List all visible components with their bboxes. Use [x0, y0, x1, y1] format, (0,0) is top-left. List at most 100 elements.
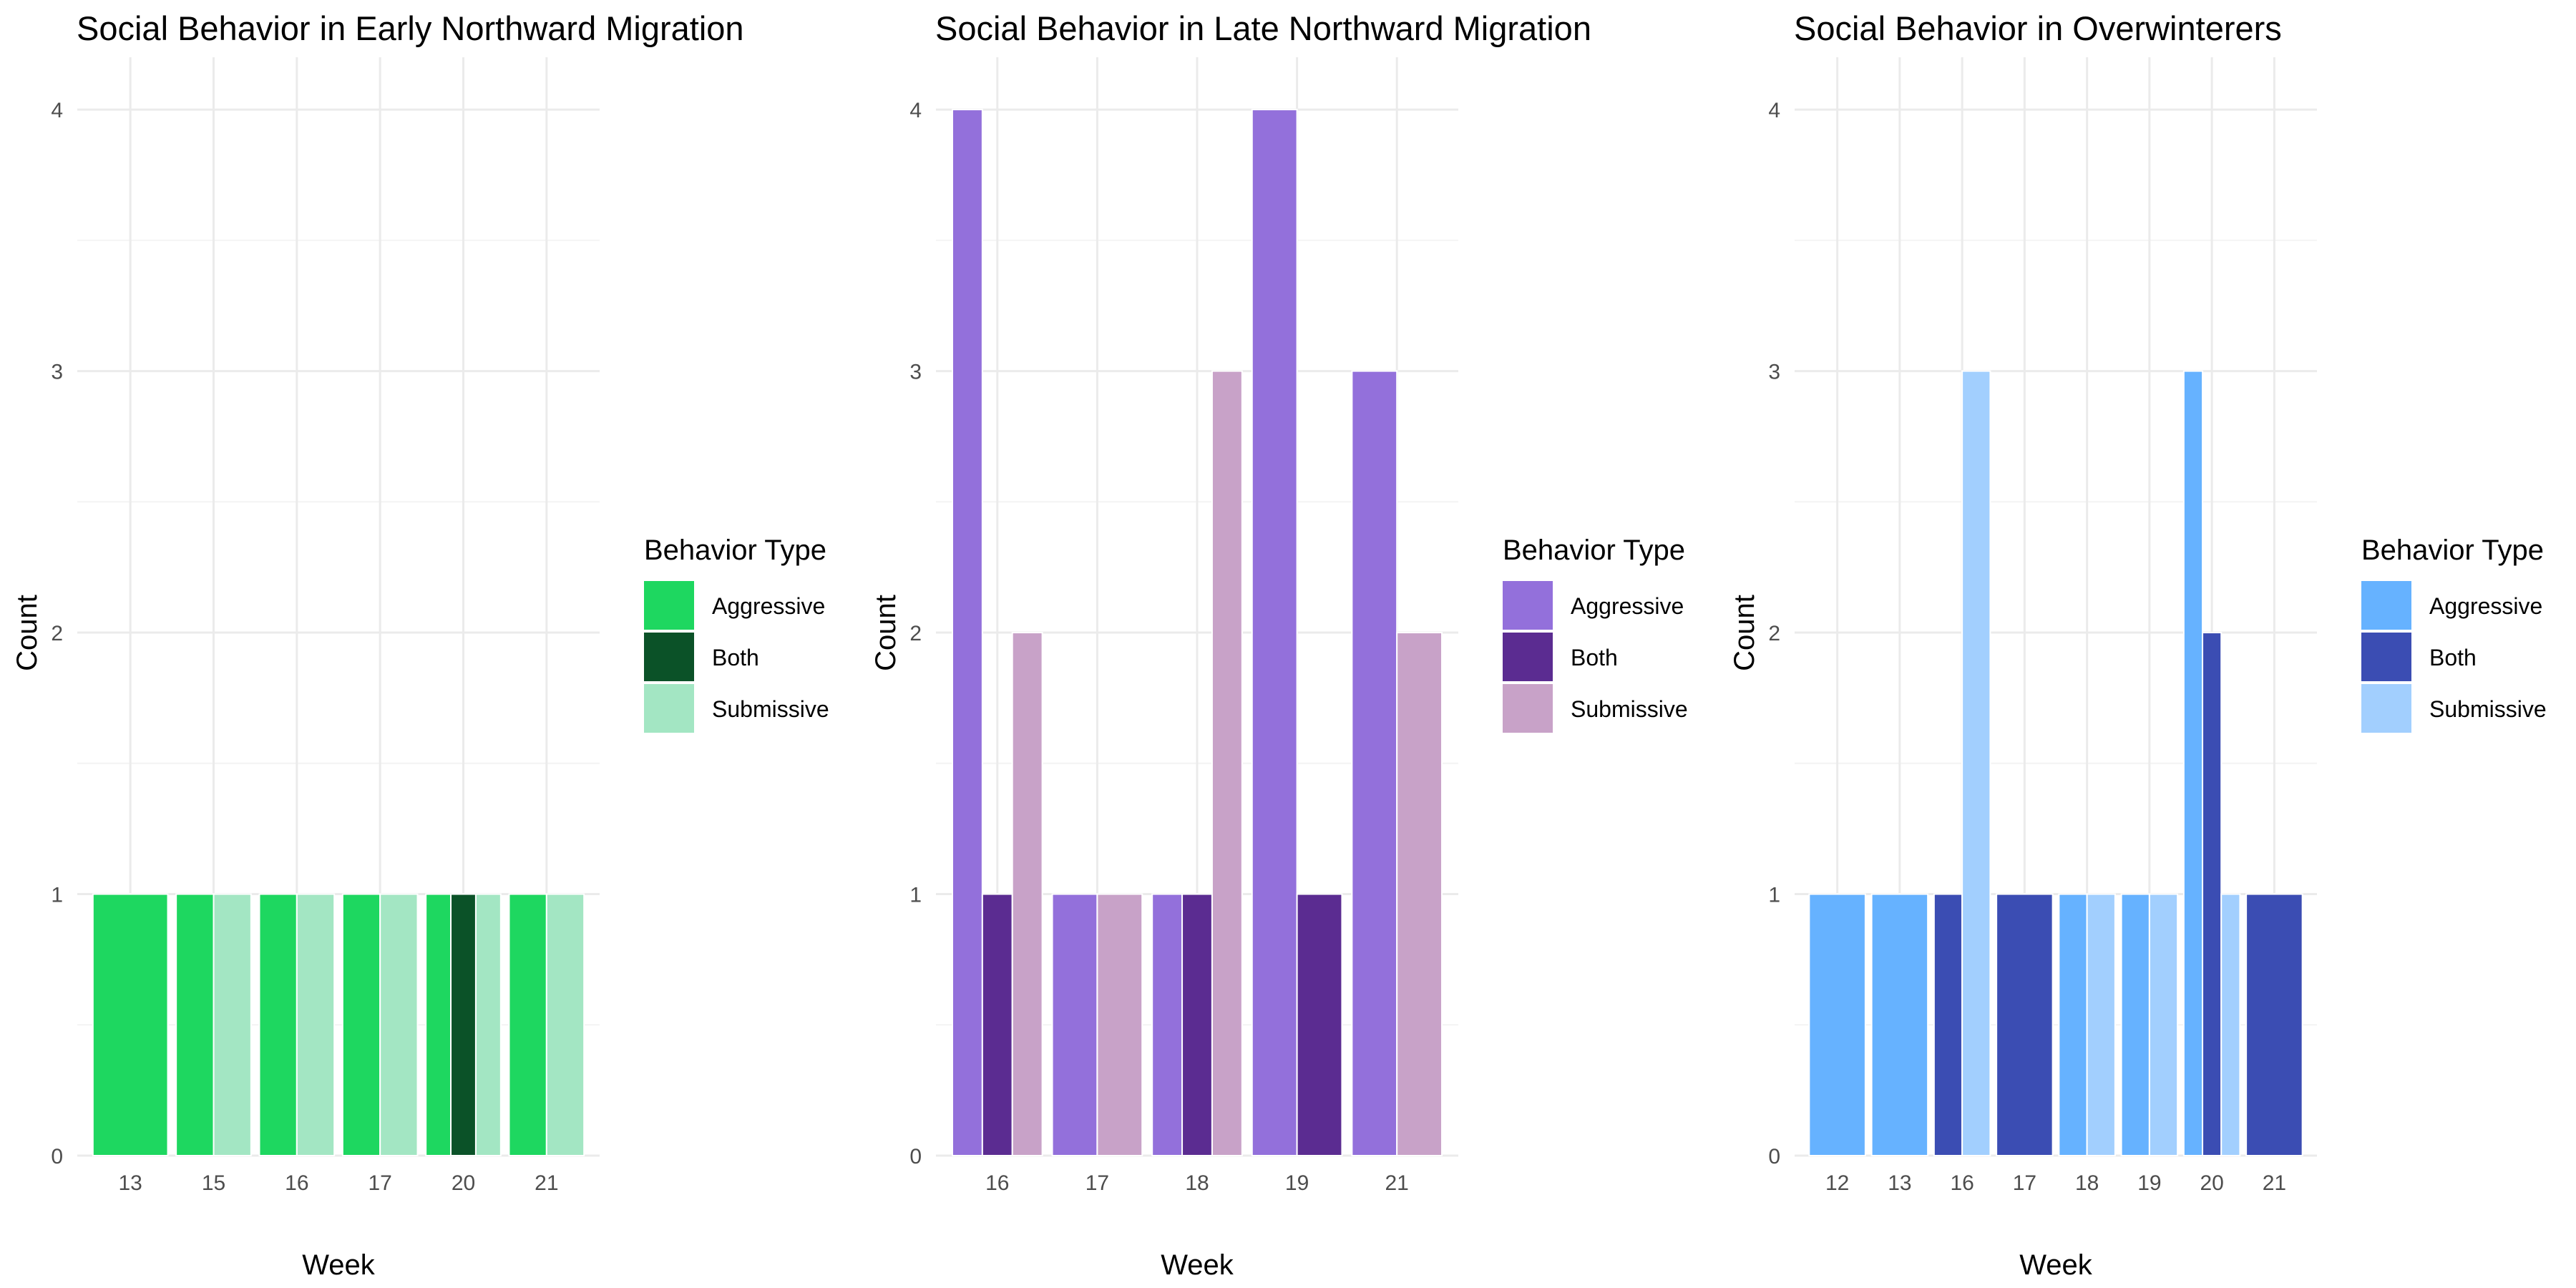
- legend-title: Behavior Type: [644, 535, 826, 566]
- x-tick-label: 15: [202, 1171, 225, 1195]
- y-tick-label: 4: [1768, 99, 1780, 122]
- y-tick-label: 1: [909, 884, 922, 907]
- legend-label-aggressive: Aggressive: [712, 593, 825, 619]
- bar-submissive-week-21: [545, 893, 585, 1156]
- bar-aggressive-week-17: [341, 893, 381, 1156]
- y-tick-label: 4: [909, 99, 922, 122]
- legend-swatch-submissive: [2361, 684, 2411, 733]
- y-tick-label: 0: [1768, 1145, 1780, 1169]
- bar-submissive-week-18: [2086, 893, 2116, 1156]
- y-tick-label: 1: [1768, 884, 1780, 907]
- bar-submissive-week-19: [2148, 893, 2179, 1156]
- bar-both-week-16: [1933, 893, 1963, 1156]
- bar-aggressive-week-12: [1808, 893, 1866, 1156]
- bar-aggressive-week-16: [258, 893, 298, 1156]
- legend-swatch-aggressive: [644, 581, 694, 630]
- legend-swatch-submissive: [644, 684, 694, 733]
- chart-early-northward: Social Behavior in Early Northward Migra…: [11, 9, 829, 1281]
- y-axis-title: Count: [1729, 595, 1760, 671]
- y-tick-label: 0: [909, 1145, 922, 1169]
- x-tick-label: 16: [1950, 1171, 1974, 1195]
- chart-late-northward: Social Behavior in Late Northward Migrat…: [870, 9, 1688, 1281]
- x-tick-label: 16: [285, 1171, 308, 1195]
- x-tick-label: 20: [452, 1171, 475, 1195]
- legend-label-aggressive: Aggressive: [1571, 593, 1684, 619]
- x-axis-title: Week: [1161, 1249, 1234, 1281]
- bar-aggressive-week-15: [175, 893, 215, 1156]
- y-tick-label: 0: [51, 1145, 63, 1169]
- y-tick-label: 2: [51, 622, 63, 645]
- bar-submissive-week-16: [296, 893, 336, 1156]
- bar-aggressive-week-20: [425, 893, 452, 1156]
- bar-both-week-20: [2202, 632, 2223, 1156]
- legend: Behavior Type Aggressive Both Submissive: [2361, 535, 2547, 733]
- x-tick-label: 21: [1385, 1171, 1409, 1195]
- bar-aggressive-week-18: [2058, 893, 2088, 1156]
- legend: Behavior Type Aggressive Both Submissive: [1503, 535, 1688, 733]
- bar-both-week-18: [1181, 893, 1213, 1156]
- bar-submissive-week-21: [1396, 632, 1443, 1156]
- y-axis-title: Count: [870, 595, 902, 671]
- x-tick-label: 17: [368, 1171, 391, 1195]
- legend-title: Behavior Type: [1503, 535, 1685, 566]
- y-axis-title: Count: [11, 595, 43, 671]
- bar-aggressive-week-19: [2120, 893, 2150, 1156]
- x-tick-label: 13: [1888, 1171, 1911, 1195]
- x-axis-title: Week: [302, 1249, 376, 1281]
- legend-swatch-aggressive: [1503, 581, 1553, 630]
- legend-swatch-submissive: [1503, 684, 1553, 733]
- bar-both-week-16: [981, 893, 1013, 1156]
- legend-label-both: Both: [1571, 645, 1618, 670]
- legend-swatch-both: [2361, 633, 2411, 681]
- x-tick-label: 21: [535, 1171, 558, 1195]
- y-tick-label: 2: [1768, 622, 1780, 645]
- bar-both-week-20: [450, 893, 477, 1156]
- chart-title: Social Behavior in Late Northward Migrat…: [935, 9, 1591, 47]
- bar-aggressive-week-21: [1351, 370, 1398, 1156]
- x-tick-label: 19: [1285, 1171, 1309, 1195]
- y-tick-label: 2: [909, 622, 922, 645]
- x-tick-label: 16: [985, 1171, 1009, 1195]
- legend-label-submissive: Submissive: [2429, 696, 2547, 722]
- bar-submissive-week-18: [1211, 370, 1243, 1156]
- chart-panel-overwinterers: Social Behavior in Overwinterers 0 1 2 3 4 12 1…: [1717, 0, 2576, 1288]
- legend-label-submissive: Submissive: [712, 696, 829, 722]
- legend-title: Behavior Type: [2361, 535, 2544, 566]
- chart-panel-early: Social Behavior in Early Northward Migra…: [0, 0, 859, 1288]
- y-tick-label: 1: [51, 884, 63, 907]
- bar-submissive-week-16: [1011, 632, 1043, 1156]
- x-tick-label: 19: [2137, 1171, 2161, 1195]
- bar-both-week-21: [2245, 893, 2303, 1156]
- bar-aggressive-week-20: [2182, 370, 2204, 1156]
- bar-both-week-17: [1996, 893, 2054, 1156]
- x-tick-label: 18: [1185, 1171, 1209, 1195]
- legend-swatch-both: [1503, 633, 1553, 681]
- bar-submissive-week-20: [2220, 893, 2241, 1156]
- bar-aggressive-week-13: [1870, 893, 1929, 1156]
- bar-aggressive-week-17: [1051, 893, 1098, 1156]
- x-tick-label: 13: [118, 1171, 142, 1195]
- bar-submissive-week-16: [1961, 370, 1991, 1156]
- chart-title: Social Behavior in Overwinterers: [1794, 9, 2282, 47]
- legend-label-both: Both: [712, 645, 759, 670]
- chart-title: Social Behavior in Early Northward Migra…: [77, 9, 744, 47]
- legend-swatch-aggressive: [2361, 581, 2411, 630]
- bar-aggressive-week-21: [508, 893, 547, 1156]
- bar-aggressive-week-13: [92, 893, 169, 1156]
- x-tick-label: 21: [2263, 1171, 2286, 1195]
- bar-aggressive-week-16: [951, 109, 983, 1157]
- bar-both-week-19: [1296, 893, 1343, 1156]
- bar-submissive-week-17: [1096, 893, 1143, 1156]
- legend-label-both: Both: [2429, 645, 2477, 670]
- legend: Behavior Type Aggressive Both Submissive: [644, 535, 829, 733]
- bar-submissive-week-17: [379, 893, 419, 1156]
- x-tick-label: 20: [2200, 1171, 2223, 1195]
- legend-label-submissive: Submissive: [1571, 696, 1688, 722]
- legend-swatch-both: [644, 633, 694, 681]
- x-axis-title: Week: [2019, 1249, 2093, 1281]
- y-tick-label: 3: [1768, 361, 1780, 384]
- y-tick-label: 4: [51, 99, 63, 122]
- bar-submissive-week-20: [474, 893, 502, 1156]
- legend-label-aggressive: Aggressive: [2429, 593, 2542, 619]
